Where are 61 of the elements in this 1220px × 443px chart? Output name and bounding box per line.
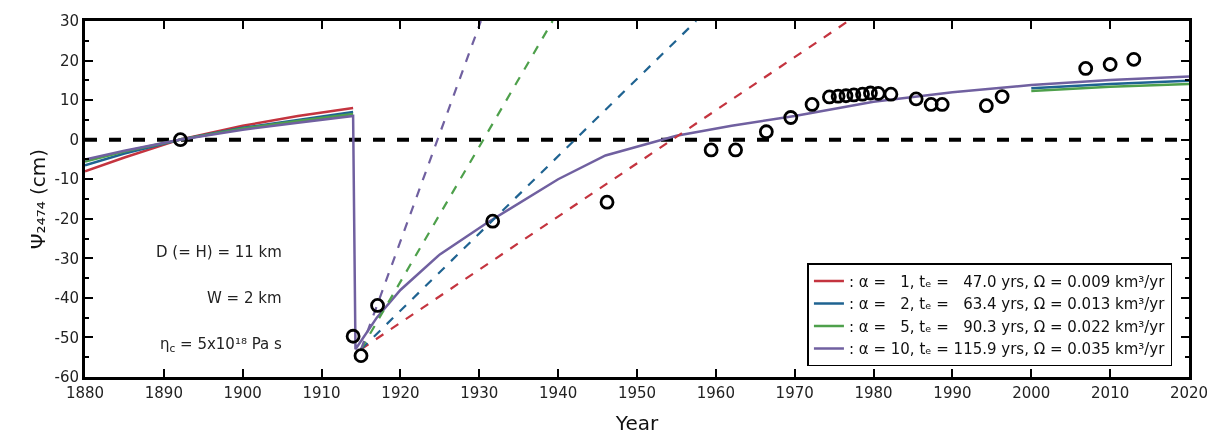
x-tick-label: 1940	[539, 384, 578, 402]
legend-label: : α = 1, tₑ = 47.0 yrs, Ω = 0.009 km³/yr	[848, 272, 1166, 291]
point	[1078, 61, 1094, 76]
point	[804, 97, 820, 112]
point	[934, 97, 950, 112]
x-axis-title: Year	[614, 410, 659, 435]
point	[173, 132, 188, 148]
x-tick-label: 2000	[1012, 384, 1051, 402]
y-axis-title: Ψ₂₄₇₄ (cm)	[26, 148, 50, 250]
x-tick-label: 1960	[696, 384, 735, 402]
point	[846, 87, 862, 103]
x-tick-label: 1930	[460, 384, 499, 402]
x-tick-label: 2010	[1091, 384, 1130, 402]
x-tick-label: 1910	[302, 384, 341, 402]
point	[703, 142, 719, 158]
x-tick-label: 1880	[65, 384, 105, 402]
point	[1126, 51, 1142, 67]
y-tick-label: -60	[54, 368, 79, 387]
x-tick-label: 1900	[223, 384, 262, 402]
point	[783, 110, 799, 125]
point	[1102, 57, 1118, 72]
y-tick-label: 0	[69, 130, 79, 149]
x-tick-label: 1950	[617, 384, 657, 402]
point	[978, 98, 994, 114]
point	[838, 88, 854, 104]
x-tick-label: 1890	[144, 384, 183, 402]
y-tick-label: 20	[59, 51, 79, 70]
point	[758, 124, 774, 140]
x-tick-label: 1970	[775, 384, 814, 402]
x-tick-label: 1920	[381, 384, 420, 402]
point	[863, 85, 878, 101]
y-tick-label: -30	[54, 249, 79, 268]
point	[908, 91, 924, 107]
point	[353, 348, 369, 364]
annotation: W = 2 km	[207, 289, 282, 307]
legend-label: : α = 10, tₑ = 115.9 yrs, Ω = 0.035 km³/yr	[848, 340, 1166, 359]
x-tick-label: 1990	[933, 384, 972, 402]
legend-label: : α = 5, tₑ = 90.3 yrs, Ω = 0.022 km³/yr	[848, 317, 1166, 336]
point	[370, 298, 385, 313]
point	[994, 89, 1010, 104]
y-tick-label: 10	[59, 91, 79, 110]
point	[599, 194, 615, 210]
point	[728, 142, 743, 158]
point	[883, 86, 899, 102]
legend-label: : α = 2, tₑ = 63.4 yrs, Ω = 0.013 km³/yr	[848, 295, 1166, 314]
y-tick-label: -50	[54, 328, 79, 347]
y-tick-label: -20	[54, 210, 79, 229]
point	[870, 85, 886, 101]
annotation: D (= H) = 11 km	[156, 243, 282, 261]
y-tick-label: -10	[54, 170, 79, 189]
x-tick-label: 2020	[1169, 384, 1209, 402]
point	[345, 328, 361, 344]
point	[485, 213, 501, 229]
x-tick-label: 1980	[854, 384, 893, 402]
y-tick-label: 30	[59, 12, 79, 31]
point	[855, 86, 870, 102]
point	[822, 89, 837, 105]
point	[830, 88, 846, 104]
y-tick-label: -40	[54, 289, 79, 308]
annotation: η$_{c}$ = 5x10¹⁸ Pa s	[160, 335, 283, 355]
point	[923, 97, 939, 112]
